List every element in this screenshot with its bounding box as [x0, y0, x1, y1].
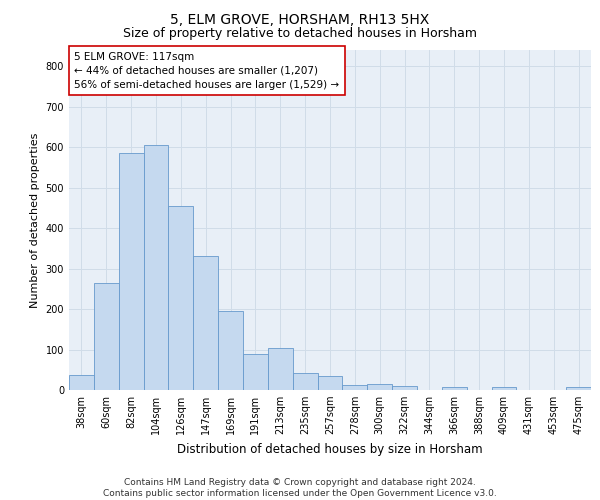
Bar	[566, 387, 591, 390]
Bar	[243, 354, 268, 390]
Bar	[442, 387, 467, 390]
Bar	[293, 372, 317, 390]
Bar	[69, 374, 94, 390]
Text: Size of property relative to detached houses in Horsham: Size of property relative to detached ho…	[123, 28, 477, 40]
Y-axis label: Number of detached properties: Number of detached properties	[30, 132, 40, 308]
Text: 5 ELM GROVE: 117sqm
← 44% of detached houses are smaller (1,207)
56% of semi-det: 5 ELM GROVE: 117sqm ← 44% of detached ho…	[74, 52, 340, 90]
X-axis label: Distribution of detached houses by size in Horsham: Distribution of detached houses by size …	[177, 442, 483, 456]
Bar	[343, 384, 367, 390]
Bar	[193, 256, 218, 390]
Text: 5, ELM GROVE, HORSHAM, RH13 5HX: 5, ELM GROVE, HORSHAM, RH13 5HX	[170, 12, 430, 26]
Bar	[143, 145, 169, 390]
Bar	[169, 206, 193, 390]
Text: Contains HM Land Registry data © Crown copyright and database right 2024.
Contai: Contains HM Land Registry data © Crown c…	[103, 478, 497, 498]
Bar	[317, 376, 343, 390]
Bar	[367, 384, 392, 390]
Bar	[268, 348, 293, 390]
Bar	[94, 282, 119, 390]
Bar	[392, 386, 417, 390]
Bar	[218, 311, 243, 390]
Bar	[491, 387, 517, 390]
Bar	[119, 153, 143, 390]
